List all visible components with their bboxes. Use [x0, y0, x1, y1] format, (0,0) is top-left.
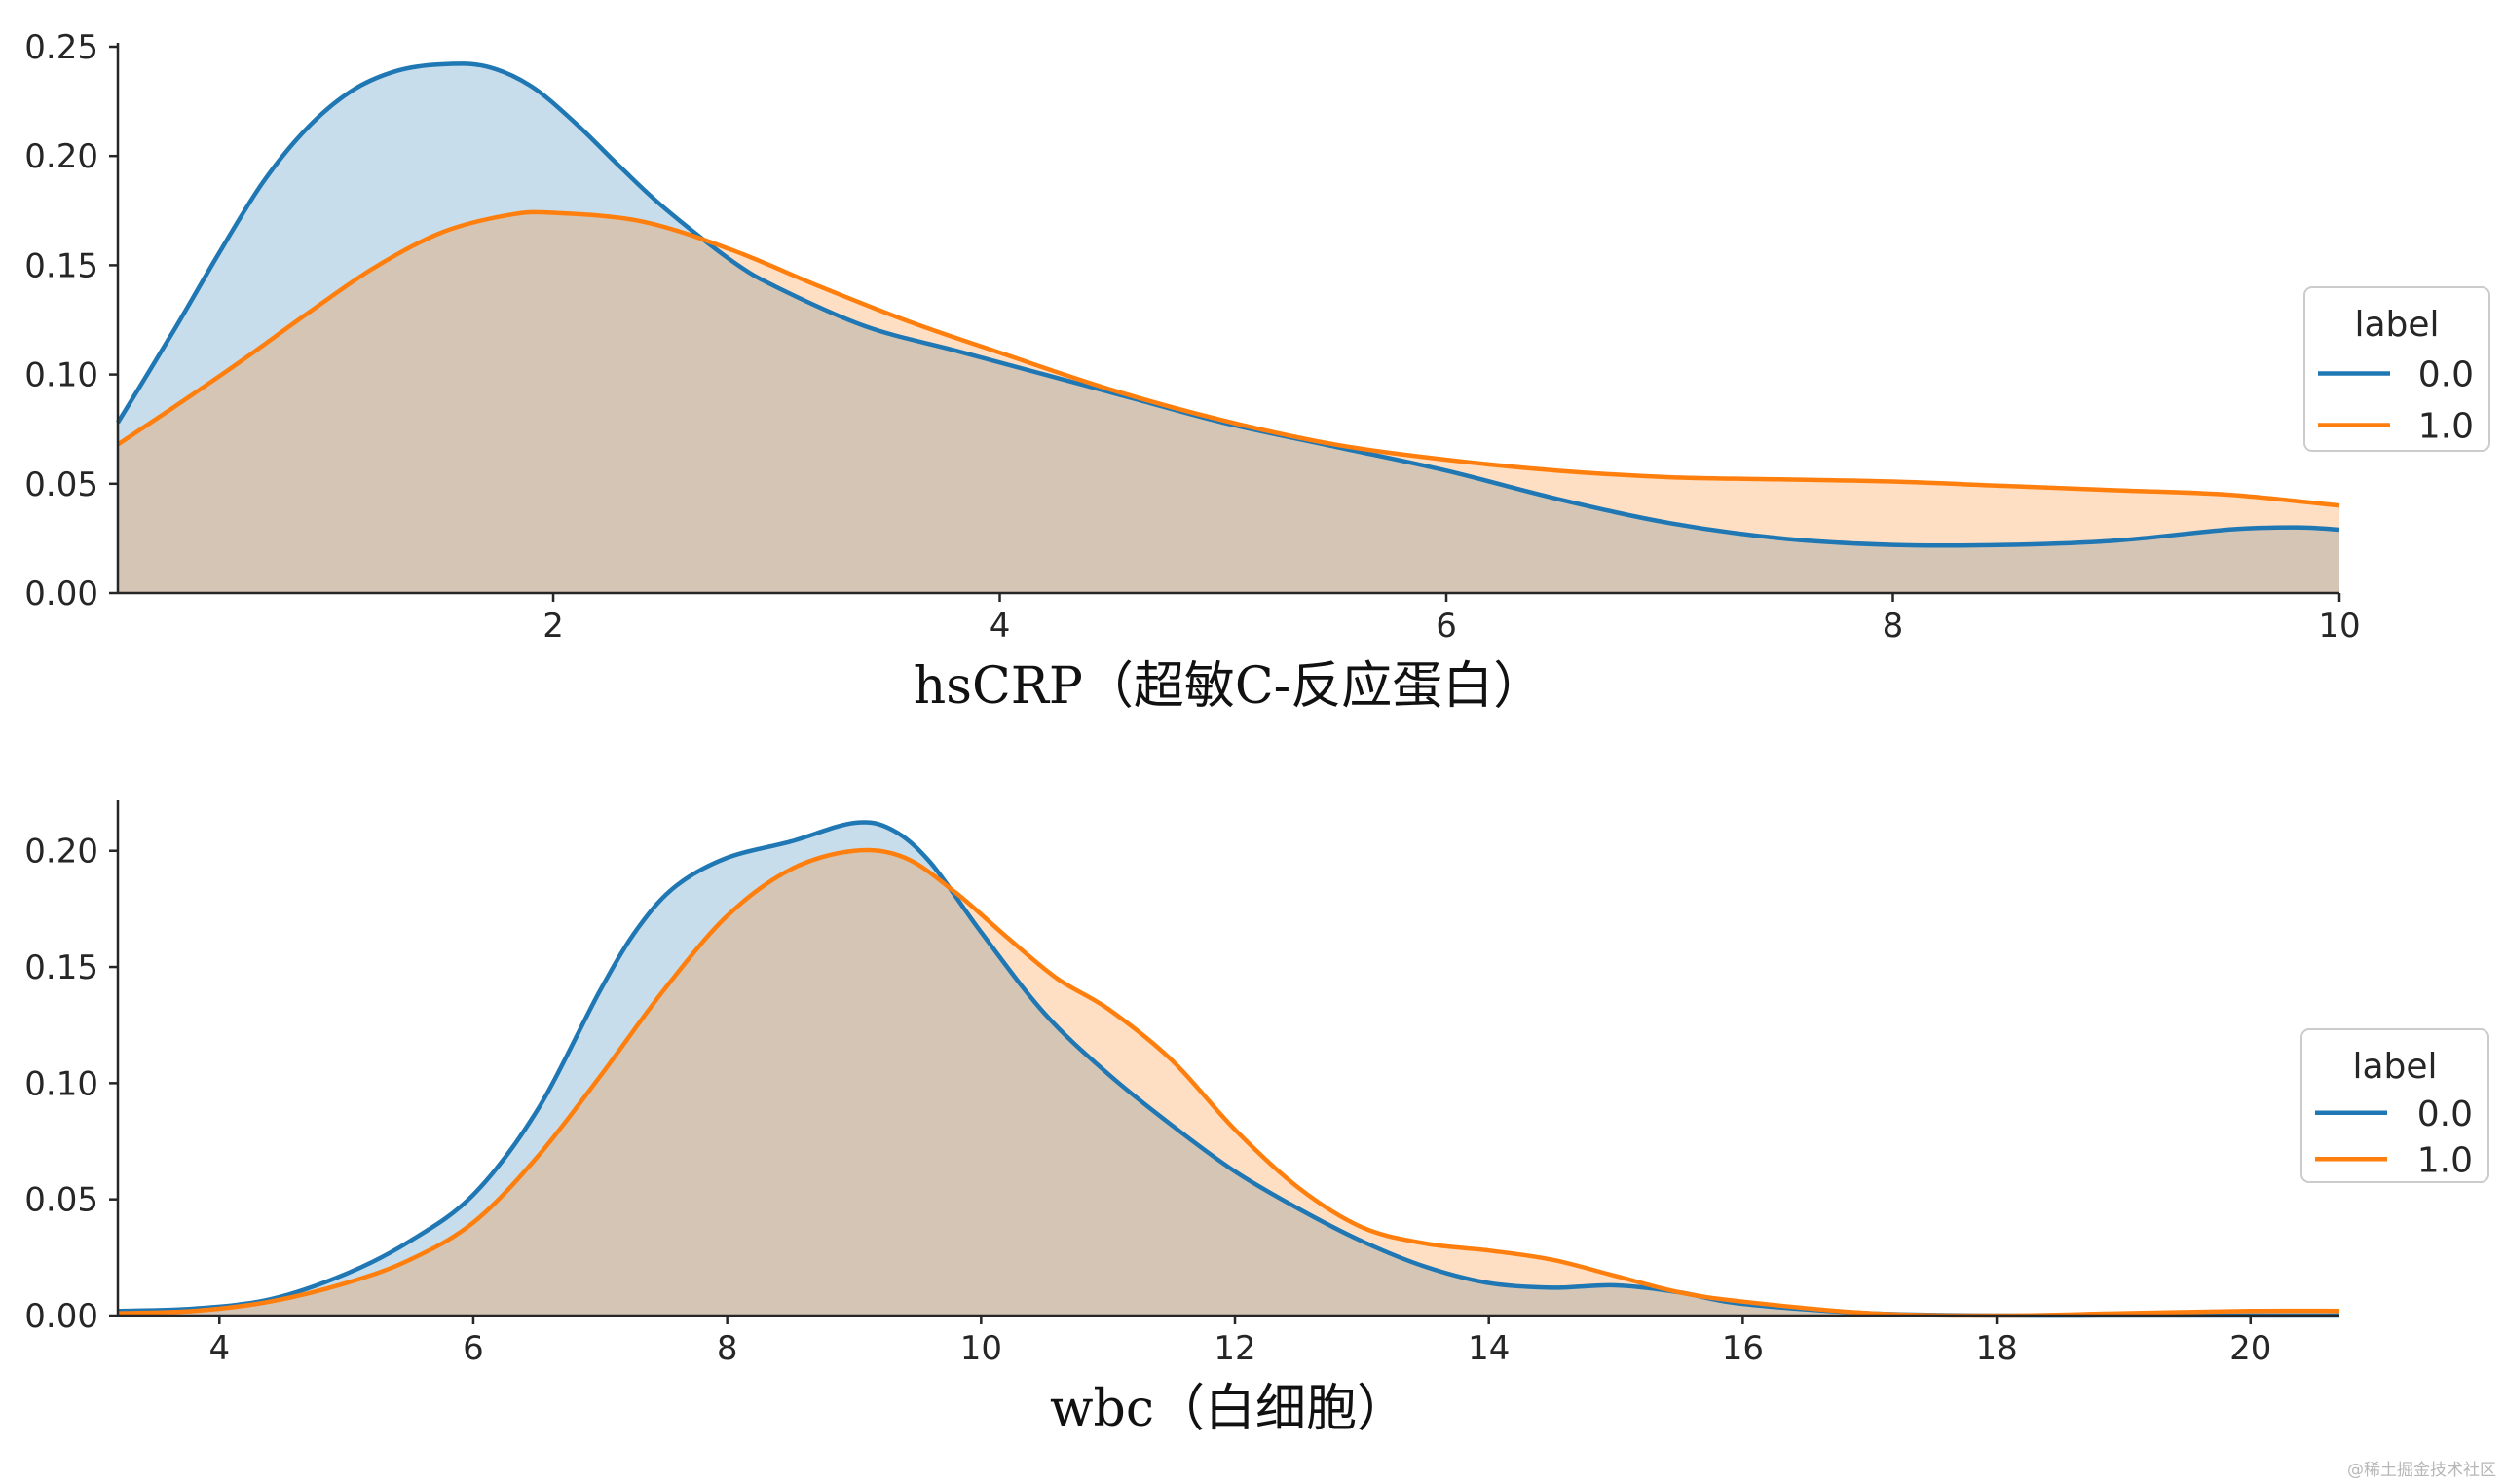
density-line-0.0 — [116, 61, 2340, 548]
y-tick-label: 0.05 — [24, 1181, 98, 1220]
x-tick-label: 10 — [2318, 607, 2360, 646]
density-area-1.0 — [118, 211, 2339, 593]
legend-box — [2300, 1028, 2489, 1183]
watermark-text: @稀土掘金技术社区 — [2347, 1461, 2496, 1480]
legend-title: label — [2352, 1047, 2437, 1087]
x-tick-label: 8 — [717, 1329, 738, 1368]
y-tick-label: 0.00 — [24, 575, 98, 613]
legend-box — [2303, 286, 2490, 452]
legend: label 0.0 1.0 — [2300, 1028, 2489, 1183]
density-area-0.0 — [118, 822, 2339, 1317]
x-tick-label: 16 — [1722, 1329, 1764, 1368]
x-tick-label: 20 — [2229, 1329, 2271, 1368]
x-tick-label: 6 — [1436, 607, 1457, 646]
y-tick-label: 0.05 — [24, 465, 98, 504]
x-tick-label: 4 — [208, 1329, 230, 1368]
density-area-0.0 — [118, 63, 2339, 593]
y-tick-label: 0.15 — [24, 948, 98, 987]
x-tick-label: 2 — [542, 607, 564, 646]
x-tick-label: 14 — [1468, 1329, 1510, 1368]
y-tick-label: 0.25 — [24, 28, 98, 67]
legend-label: 0.0 — [2418, 355, 2474, 395]
legend-label: 1.0 — [2417, 1140, 2473, 1180]
y-tick-label: 0.15 — [24, 246, 98, 285]
x-axis-title: hsCRP（超敏C-反应蛋白） — [914, 657, 1544, 716]
x-tick-label: 18 — [1975, 1329, 2017, 1368]
chart-1: 0.00 0.05 0.10 0.15 0.20 0.25 2 4 6 8 10 hsCRP（超敏C-… — [24, 28, 2490, 716]
chart-2: 0.00 0.05 0.10 0.15 0.20 4 6 8 10 12 14 16 18 20 wbc（白… — [24, 800, 2489, 1438]
density-line-1.0 — [116, 209, 2340, 508]
density-area-1.0 — [118, 850, 2339, 1316]
x-axis-title: wbc（白细胞） — [1050, 1380, 1407, 1438]
legend-label: 0.0 — [2417, 1094, 2473, 1134]
legend-label: 1.0 — [2418, 407, 2474, 447]
legend-title: label — [2354, 305, 2439, 345]
legend: label 0.0 1.0 — [2303, 286, 2490, 452]
y-tick-label: 0.10 — [24, 1064, 98, 1103]
y-tick-label: 0.20 — [24, 833, 98, 872]
x-tick-label: 8 — [1883, 607, 1904, 646]
y-tick-label: 0.20 — [24, 137, 98, 176]
density-line-1.0 — [117, 847, 2340, 1318]
x-tick-label: 10 — [960, 1329, 1002, 1368]
x-tick-label: 6 — [463, 1329, 484, 1368]
x-tick-label: 4 — [990, 607, 1011, 646]
x-tick-label: 12 — [1214, 1329, 1255, 1368]
y-tick-label: 0.00 — [24, 1297, 98, 1336]
y-tick-label: 0.10 — [24, 356, 98, 395]
